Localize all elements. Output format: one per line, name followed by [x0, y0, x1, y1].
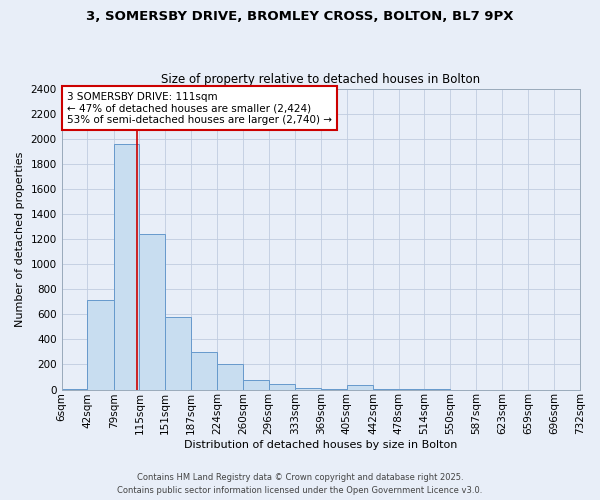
Title: Size of property relative to detached houses in Bolton: Size of property relative to detached ho… — [161, 73, 481, 86]
Bar — [243, 380, 269, 390]
Y-axis label: Number of detached properties: Number of detached properties — [15, 152, 25, 326]
Bar — [88, 300, 114, 390]
Bar — [398, 389, 424, 390]
Text: 3 SOMERSBY DRIVE: 111sqm
← 47% of detached houses are smaller (2,424)
53% of sem: 3 SOMERSBY DRIVE: 111sqm ← 47% of detach… — [67, 92, 332, 125]
Bar — [62, 389, 88, 390]
Bar — [139, 234, 165, 390]
Bar — [347, 385, 373, 390]
Bar — [114, 144, 139, 390]
Bar — [295, 388, 321, 390]
Text: 3, SOMERSBY DRIVE, BROMLEY CROSS, BOLTON, BL7 9PX: 3, SOMERSBY DRIVE, BROMLEY CROSS, BOLTON… — [86, 10, 514, 23]
Bar — [321, 389, 347, 390]
Bar — [373, 389, 398, 390]
Bar — [191, 352, 217, 390]
Bar — [269, 384, 295, 390]
Bar — [424, 389, 450, 390]
X-axis label: Distribution of detached houses by size in Bolton: Distribution of detached houses by size … — [184, 440, 458, 450]
Bar — [165, 318, 191, 390]
Text: Contains HM Land Registry data © Crown copyright and database right 2025.
Contai: Contains HM Land Registry data © Crown c… — [118, 474, 482, 495]
Bar — [217, 364, 243, 390]
